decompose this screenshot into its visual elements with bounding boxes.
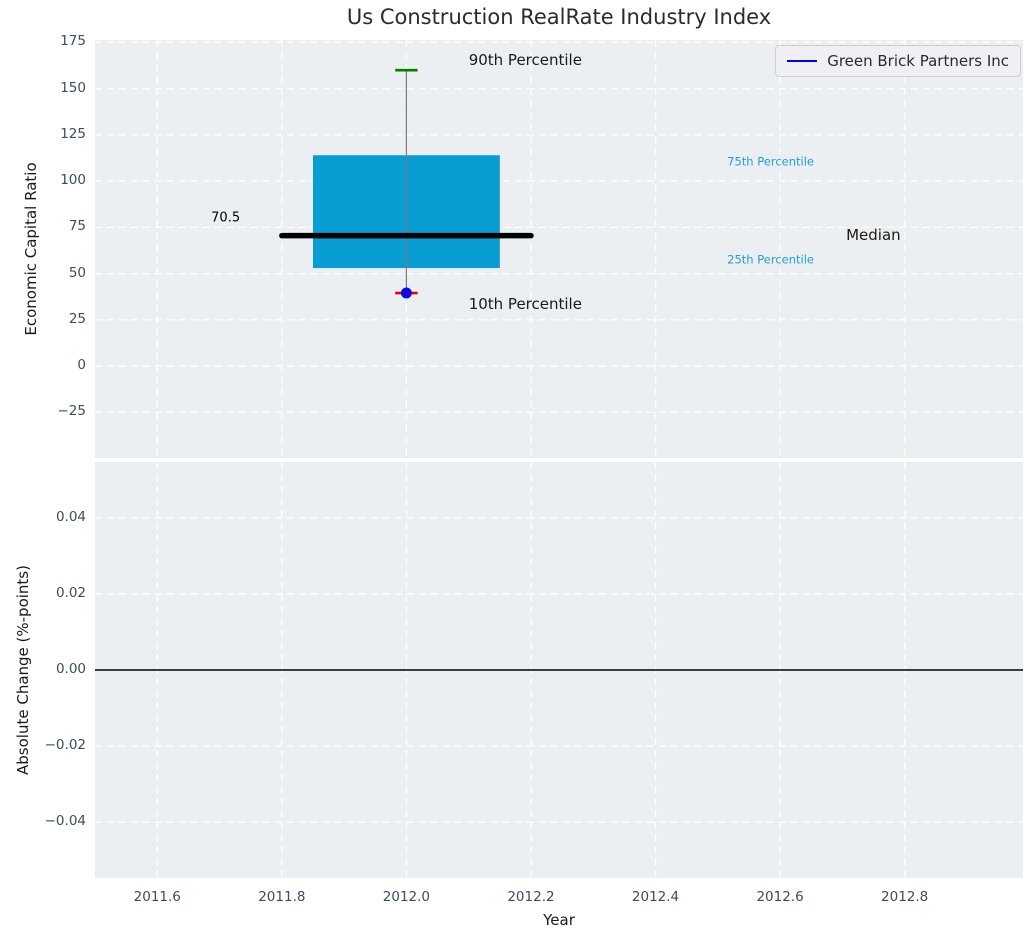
x-tick-label: 2012.4	[631, 889, 680, 905]
top-y-tick-label: 25	[68, 310, 86, 327]
x-tick-label: 2012.2	[507, 889, 555, 905]
x-tick-label: 2012.6	[756, 889, 804, 905]
annotation-90th-percentile: 90th Percentile	[468, 50, 582, 69]
legend-label: Green Brick Partners Inc	[827, 52, 1009, 70]
panel-top-svg	[95, 40, 1023, 458]
top-y-tick-label: 50	[68, 264, 86, 281]
x-tick-label: 2011.6	[133, 889, 181, 905]
top-y-tick-label: 175	[60, 33, 86, 50]
panel-bottom-svg	[95, 462, 1023, 878]
top-y-tick-label: 100	[60, 172, 86, 189]
x-axis-label: Year	[543, 911, 575, 929]
annotation-10th-percentile: 10th Percentile	[468, 295, 582, 314]
top-y-tick-label: 75	[68, 218, 86, 235]
bottom-y-tick-label: 0.02	[55, 584, 86, 601]
bottom-plot-panel	[95, 462, 1023, 878]
bottom-y-tick-label: 0.04	[55, 508, 86, 525]
legend-line-swatch	[787, 60, 818, 62]
top-y-tick-label: −25	[57, 403, 87, 420]
top-y-axis-label: Economic Capital Ratio	[22, 162, 40, 336]
x-tick-label: 2012.8	[881, 889, 929, 905]
x-tick-label: 2011.8	[258, 889, 306, 905]
chart-title: Us Construction RealRate Industry Index	[346, 5, 772, 29]
annotation-median: Median	[846, 225, 901, 244]
company-point	[400, 287, 412, 299]
annotation-25th-percentile: 25th Percentile	[727, 252, 814, 267]
top-y-tick-label: 0	[77, 357, 86, 374]
top-y-tick-label: 150	[60, 79, 86, 96]
bottom-y-axis-label: Absolute Change (%-points)	[14, 565, 32, 775]
bottom-y-tick-label: −0.04	[44, 813, 86, 830]
legend: Green Brick Partners Inc	[775, 45, 1021, 77]
bottom-y-tick-label: −0.02	[44, 737, 86, 754]
top-y-tick-label: 125	[60, 125, 86, 142]
top-plot-panel	[95, 40, 1023, 458]
annotation-70-5: 70.5	[211, 210, 241, 226]
bottom-y-tick-label: 0.00	[55, 661, 86, 677]
x-tick-label: 2012.0	[382, 889, 431, 905]
annotation-75th-percentile: 75th Percentile	[727, 154, 814, 169]
